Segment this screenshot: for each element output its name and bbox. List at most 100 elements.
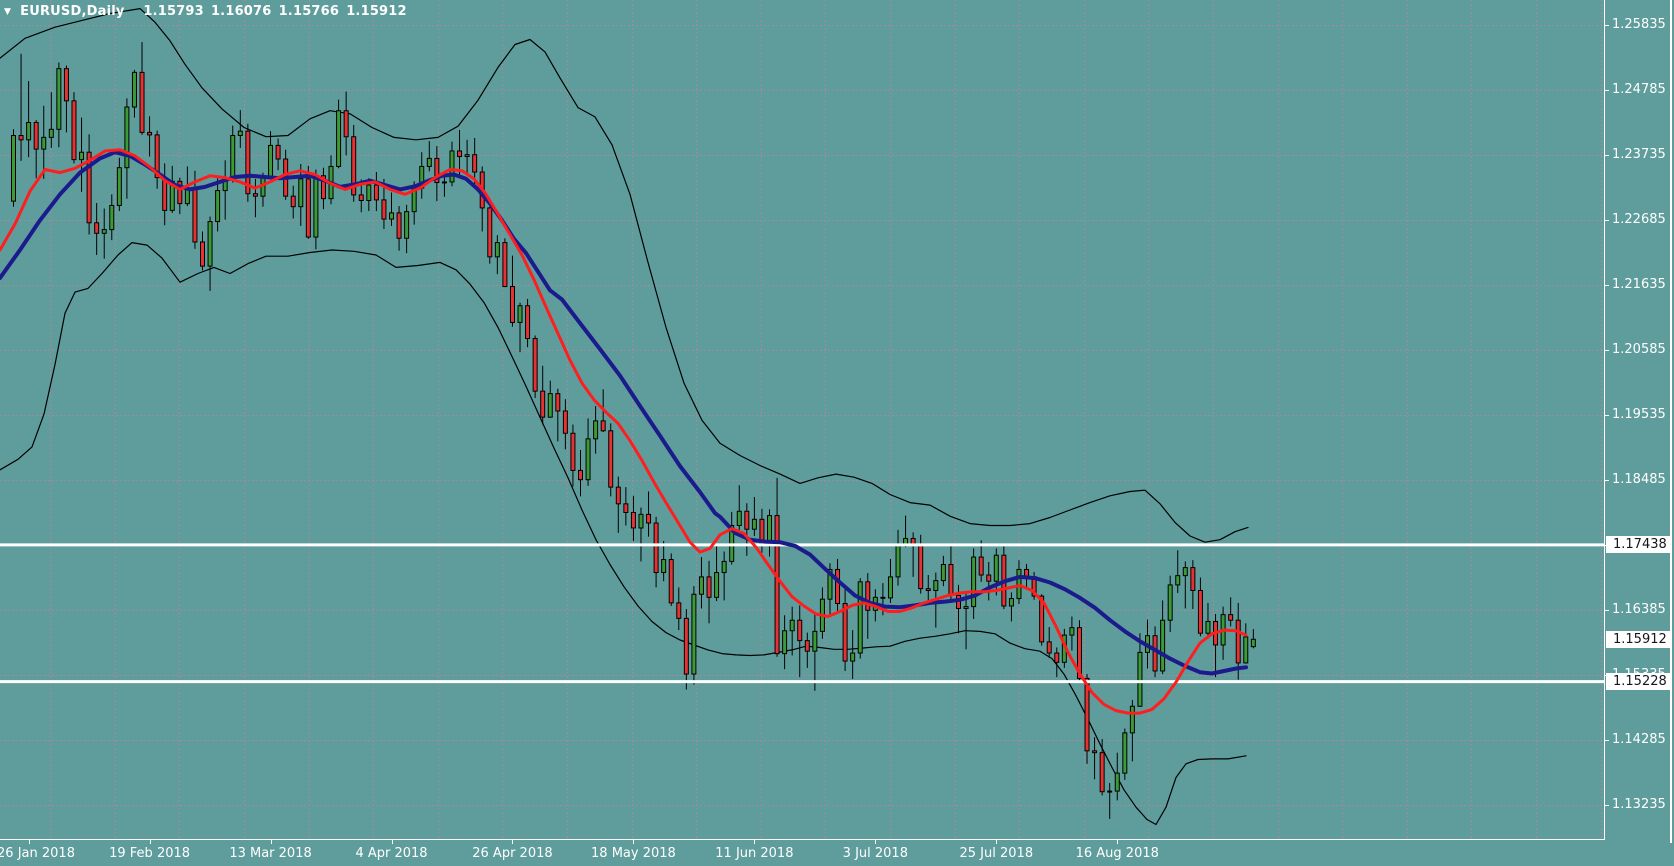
bear-candle-body <box>351 136 357 196</box>
bear-candle-body <box>797 619 803 642</box>
bear-candle-body <box>804 640 810 652</box>
bull-candle-body <box>336 110 342 167</box>
bull-candle-body <box>661 559 667 574</box>
bear-candle-body <box>1228 614 1234 621</box>
bull-candle-body <box>721 560 727 574</box>
price-axis-tick <box>1604 350 1609 351</box>
plot-right-border <box>1604 0 1605 839</box>
chart-menu-triangle-icon[interactable]: ▼ <box>4 6 12 17</box>
bull-candle-body <box>441 181 447 184</box>
bear-candle-body <box>177 180 183 205</box>
bear-candle-body <box>555 393 561 412</box>
bear-candle-body <box>154 134 160 179</box>
bull-candle-body <box>812 630 818 652</box>
bear-candle-body <box>373 184 379 201</box>
time-axis-tick <box>149 840 151 844</box>
time-axis-label: 11 Jun 2018 <box>715 846 794 861</box>
bear-candle-body <box>948 564 954 596</box>
plot-background <box>0 0 1604 839</box>
price-axis-tick <box>1604 480 1609 481</box>
bear-candle-body <box>683 617 689 675</box>
bull-candle-body <box>1114 772 1120 792</box>
level-price-box: 1.17438 <box>1606 536 1671 554</box>
bull-candle-body <box>101 229 107 234</box>
bear-candle-body <box>472 154 478 173</box>
price-axis-label: 1.13235 <box>1612 797 1666 812</box>
bear-candle-body <box>1046 641 1052 654</box>
bear-candle-body <box>33 122 39 150</box>
bear-candle-body <box>842 603 848 662</box>
time-axis-label: 4 Apr 2018 <box>355 846 428 861</box>
price-axis-label: 1.19535 <box>1612 407 1666 422</box>
bear-candle-body <box>434 157 440 184</box>
bear-candle-body <box>774 515 780 655</box>
time-axis-tick <box>28 840 30 844</box>
ohlc-low: 1.15766 <box>278 4 340 19</box>
bull-candle-body <box>1016 568 1022 600</box>
bull-candle-body <box>993 554 999 582</box>
bear-candle-body <box>646 513 652 524</box>
bear-candle-body <box>509 286 515 323</box>
bull-candle-body <box>857 581 863 654</box>
bull-candle-body <box>464 154 470 158</box>
bull-candle-body <box>268 144 274 179</box>
bear-candle-body <box>676 602 682 619</box>
price-axis-label: 1.22685 <box>1612 212 1666 227</box>
bull-candle-body <box>41 136 47 150</box>
bull-candle-body <box>751 518 757 530</box>
bull-candle-body <box>389 212 394 220</box>
price-axis-label: 1.25835 <box>1612 17 1666 32</box>
bear-candle-body <box>192 188 198 243</box>
bull-candle-body <box>691 593 697 675</box>
bear-candle-body <box>200 241 205 267</box>
time-axis-tick <box>270 840 272 844</box>
bear-candle-body <box>1054 652 1060 663</box>
bull-candle-body <box>895 544 901 578</box>
bull-candle-body <box>1182 567 1188 577</box>
bear-candle-body <box>630 512 636 529</box>
time-axis-label: 13 Mar 2018 <box>229 846 312 861</box>
bear-candle-body <box>18 135 24 141</box>
bull-candle-body <box>593 420 599 440</box>
price-axis-tick <box>1604 155 1609 156</box>
price-axis-tick <box>1604 805 1609 806</box>
time-axis-label: 16 Aug 2018 <box>1075 846 1159 861</box>
time-axis-tick <box>1117 840 1119 844</box>
price-chart[interactable] <box>0 0 1604 839</box>
bear-candle-body <box>1235 619 1241 664</box>
bear-candle-body <box>525 305 531 340</box>
bull-candle-body <box>26 122 32 141</box>
bull-candle-body <box>698 576 704 595</box>
time-axis-tick <box>996 840 998 844</box>
bear-candle-body <box>578 469 583 481</box>
bear-candle-body <box>245 130 251 195</box>
bear-candle-body <box>880 596 886 599</box>
time-axis-label: 25 Jul 2018 <box>959 846 1034 861</box>
ohlc-high: 1.16076 <box>210 4 272 19</box>
bear-candle-body <box>94 222 100 234</box>
bull-candle-body <box>1107 790 1113 793</box>
bear-candle-body <box>1039 595 1045 643</box>
bear-candle-body <box>290 195 296 208</box>
bull-candle-body <box>1137 651 1143 707</box>
bear-candle-body <box>835 568 841 605</box>
bull-candle-body <box>1122 732 1128 774</box>
bull-candle-body <box>714 572 720 598</box>
bear-candle-body <box>608 430 614 488</box>
bear-candle-body <box>86 151 92 224</box>
bull-candle-body <box>1069 627 1075 636</box>
price-axis-tick <box>1604 220 1609 221</box>
time-axis-label: 3 Jul 2018 <box>842 846 908 861</box>
bull-candle-body <box>585 438 591 481</box>
bull-candle-body <box>963 606 969 609</box>
bear-candle-body <box>918 544 924 590</box>
bear-candle-body <box>623 503 629 514</box>
bull-candle-body <box>1175 575 1181 586</box>
time-axis-tick <box>875 840 877 844</box>
bollinger-lower-band <box>0 242 1247 826</box>
bear-candle-body <box>1076 627 1082 679</box>
bear-candle-body <box>71 100 77 161</box>
bull-candle-body <box>449 150 455 183</box>
price-axis-tick <box>1604 25 1609 26</box>
